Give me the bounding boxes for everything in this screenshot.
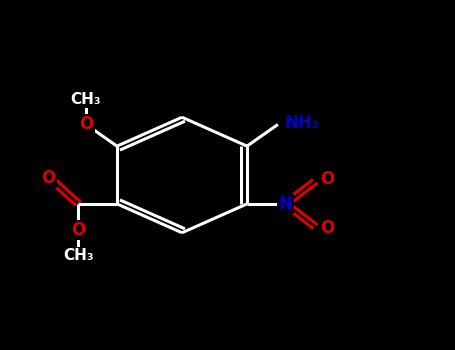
Text: NH₂: NH₂ (285, 114, 320, 132)
Text: O: O (320, 219, 334, 237)
Text: O: O (71, 221, 86, 239)
Text: O: O (79, 116, 93, 133)
Text: O: O (41, 169, 56, 187)
Text: N: N (279, 195, 293, 213)
Text: CH₃: CH₃ (71, 92, 101, 107)
Text: O: O (320, 170, 334, 188)
Text: CH₃: CH₃ (63, 248, 94, 263)
